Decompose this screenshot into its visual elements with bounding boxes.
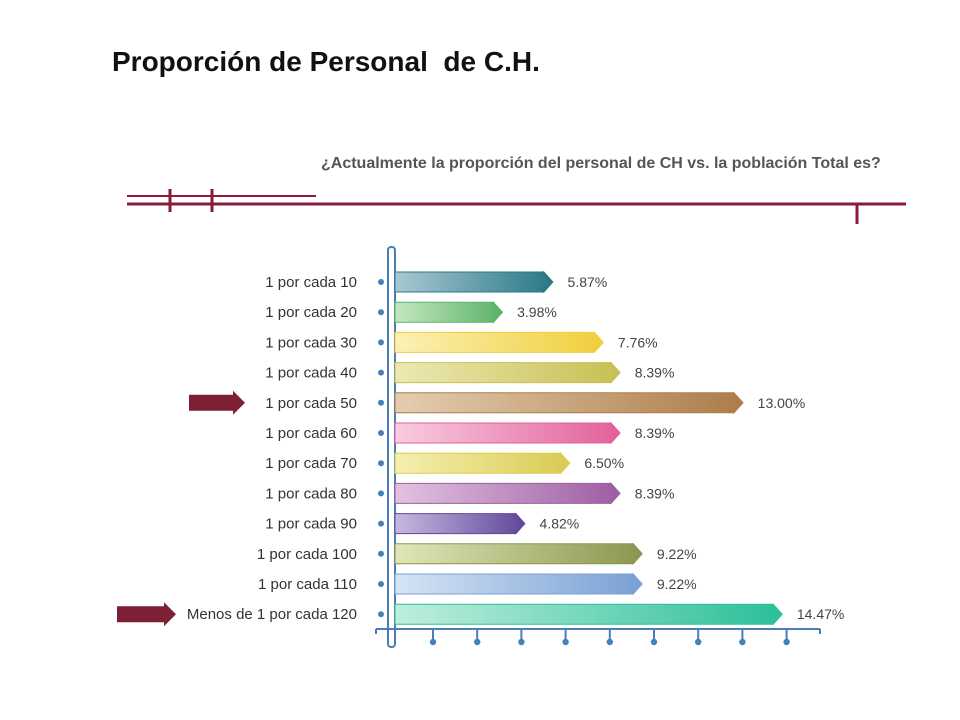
bar [394, 362, 620, 384]
y-tick-dot [378, 460, 384, 467]
value-label: 9.22% [657, 546, 697, 562]
bar [394, 271, 553, 293]
y-tick-dot [378, 279, 384, 285]
value-label: 7.76% [618, 334, 658, 350]
bar [394, 301, 502, 323]
x-tick-dot [518, 638, 525, 646]
bar [394, 422, 620, 444]
bar-tip [608, 482, 621, 505]
bar-tip [558, 452, 571, 475]
x-tick-dot [650, 638, 658, 646]
bar-tip [591, 331, 604, 354]
category-label: 1 por cada 60 [265, 425, 357, 442]
x-tick-dot [474, 638, 481, 646]
survey-question: ¿Actualmente la proporción del personal … [321, 155, 881, 172]
value-label: 3.98% [517, 304, 557, 320]
value-label: 8.39% [635, 425, 675, 441]
bar-tip [541, 270, 554, 294]
value-label: 4.82% [540, 516, 580, 532]
y-tick-dot [378, 581, 384, 587]
y-tick-dot [378, 369, 384, 376]
value-label: 9.22% [657, 576, 697, 592]
category-label: 1 por cada 40 [265, 365, 357, 382]
bar [394, 331, 603, 353]
category-label: 1 por cada 50 [265, 395, 357, 412]
y-tick-dot [378, 550, 384, 557]
category-label: 1 por cada 100 [257, 546, 357, 563]
y-tick-dot [378, 399, 384, 406]
y-tick-dot [378, 339, 384, 346]
slide-title: Proporción de Personal de C.H. [112, 46, 540, 77]
bar [394, 482, 620, 504]
bar [394, 452, 570, 474]
x-tick-dot [695, 638, 702, 646]
value-label: 5.87% [568, 274, 608, 290]
x-tick-dot [429, 638, 437, 646]
y-tick-dot [378, 520, 384, 527]
x-tick-dot [606, 638, 613, 646]
bar-tip [608, 361, 621, 384]
category-label: 1 por cada 20 [265, 304, 357, 321]
x-tick-dot [739, 638, 746, 646]
x-tick-dot [783, 638, 790, 646]
y-tick-dot [378, 611, 384, 618]
value-label: 13.00% [758, 395, 805, 411]
bar [394, 513, 525, 535]
category-label: 1 por cada 80 [265, 485, 357, 502]
bar [394, 603, 782, 625]
y-tick-dot [378, 309, 384, 316]
category-label: Menos de 1 por cada 120 [187, 606, 357, 623]
value-label: 8.39% [635, 365, 675, 381]
bar-tip [630, 542, 643, 565]
bar-tip [731, 391, 744, 414]
category-label: 1 por cada 30 [265, 334, 357, 351]
bar [394, 392, 743, 414]
bar-tip [770, 603, 783, 626]
value-label: 14.47% [797, 606, 844, 622]
bar [394, 573, 642, 595]
highlight-arrow [189, 390, 245, 415]
bar-tip [608, 421, 621, 445]
y-axis [387, 246, 396, 648]
bar [394, 543, 642, 565]
bar-tip [513, 512, 526, 535]
y-tick-dot [378, 490, 384, 497]
category-label: 1 por cada 10 [265, 274, 357, 291]
category-label: 1 por cada 70 [265, 455, 357, 472]
category-label: 1 por cada 90 [265, 516, 357, 533]
x-tick-dot [562, 638, 569, 646]
y-tick-dot [378, 430, 384, 436]
bar-tip [491, 301, 504, 324]
value-label: 8.39% [635, 485, 675, 501]
highlight-arrow [117, 602, 176, 627]
bar-tip [630, 572, 643, 596]
category-label: 1 por cada 110 [258, 576, 357, 593]
value-label: 6.50% [584, 455, 624, 471]
